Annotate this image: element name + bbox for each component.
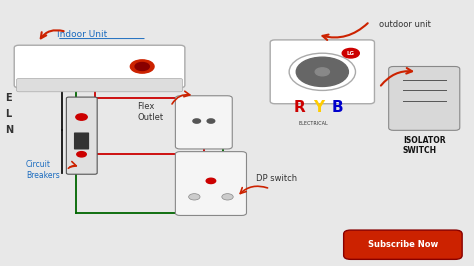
FancyBboxPatch shape xyxy=(175,152,246,215)
Circle shape xyxy=(76,114,87,120)
Circle shape xyxy=(342,48,359,58)
Circle shape xyxy=(189,194,200,200)
Text: N: N xyxy=(5,125,13,135)
FancyBboxPatch shape xyxy=(17,78,182,92)
Circle shape xyxy=(207,119,215,123)
Text: LG: LG xyxy=(347,51,355,56)
Text: DP switch: DP switch xyxy=(256,174,297,183)
Text: R: R xyxy=(294,100,306,115)
Text: Indoor Unit: Indoor Unit xyxy=(57,30,107,39)
Text: Circuit
Breakers: Circuit Breakers xyxy=(26,160,60,180)
FancyBboxPatch shape xyxy=(14,45,185,88)
FancyBboxPatch shape xyxy=(74,132,89,149)
FancyBboxPatch shape xyxy=(389,66,460,130)
Text: outdoor unit: outdoor unit xyxy=(379,20,431,29)
Text: ISOLATOR
SWITCH: ISOLATOR SWITCH xyxy=(403,136,446,155)
Text: E: E xyxy=(5,93,11,103)
Circle shape xyxy=(130,60,154,73)
Text: Y: Y xyxy=(313,100,324,115)
Circle shape xyxy=(193,119,201,123)
Text: L: L xyxy=(5,109,11,119)
Text: Flex
Outlet: Flex Outlet xyxy=(137,102,164,122)
Circle shape xyxy=(315,68,329,76)
FancyBboxPatch shape xyxy=(175,96,232,149)
Text: ELECTRICAL: ELECTRICAL xyxy=(299,121,328,126)
FancyBboxPatch shape xyxy=(344,230,462,259)
FancyBboxPatch shape xyxy=(270,40,374,104)
FancyBboxPatch shape xyxy=(66,97,97,174)
Circle shape xyxy=(296,57,348,86)
Circle shape xyxy=(77,152,86,157)
Circle shape xyxy=(222,194,233,200)
Text: B: B xyxy=(332,100,344,115)
Circle shape xyxy=(206,178,216,184)
Text: Subscribe Now: Subscribe Now xyxy=(368,240,438,249)
Circle shape xyxy=(135,63,149,70)
